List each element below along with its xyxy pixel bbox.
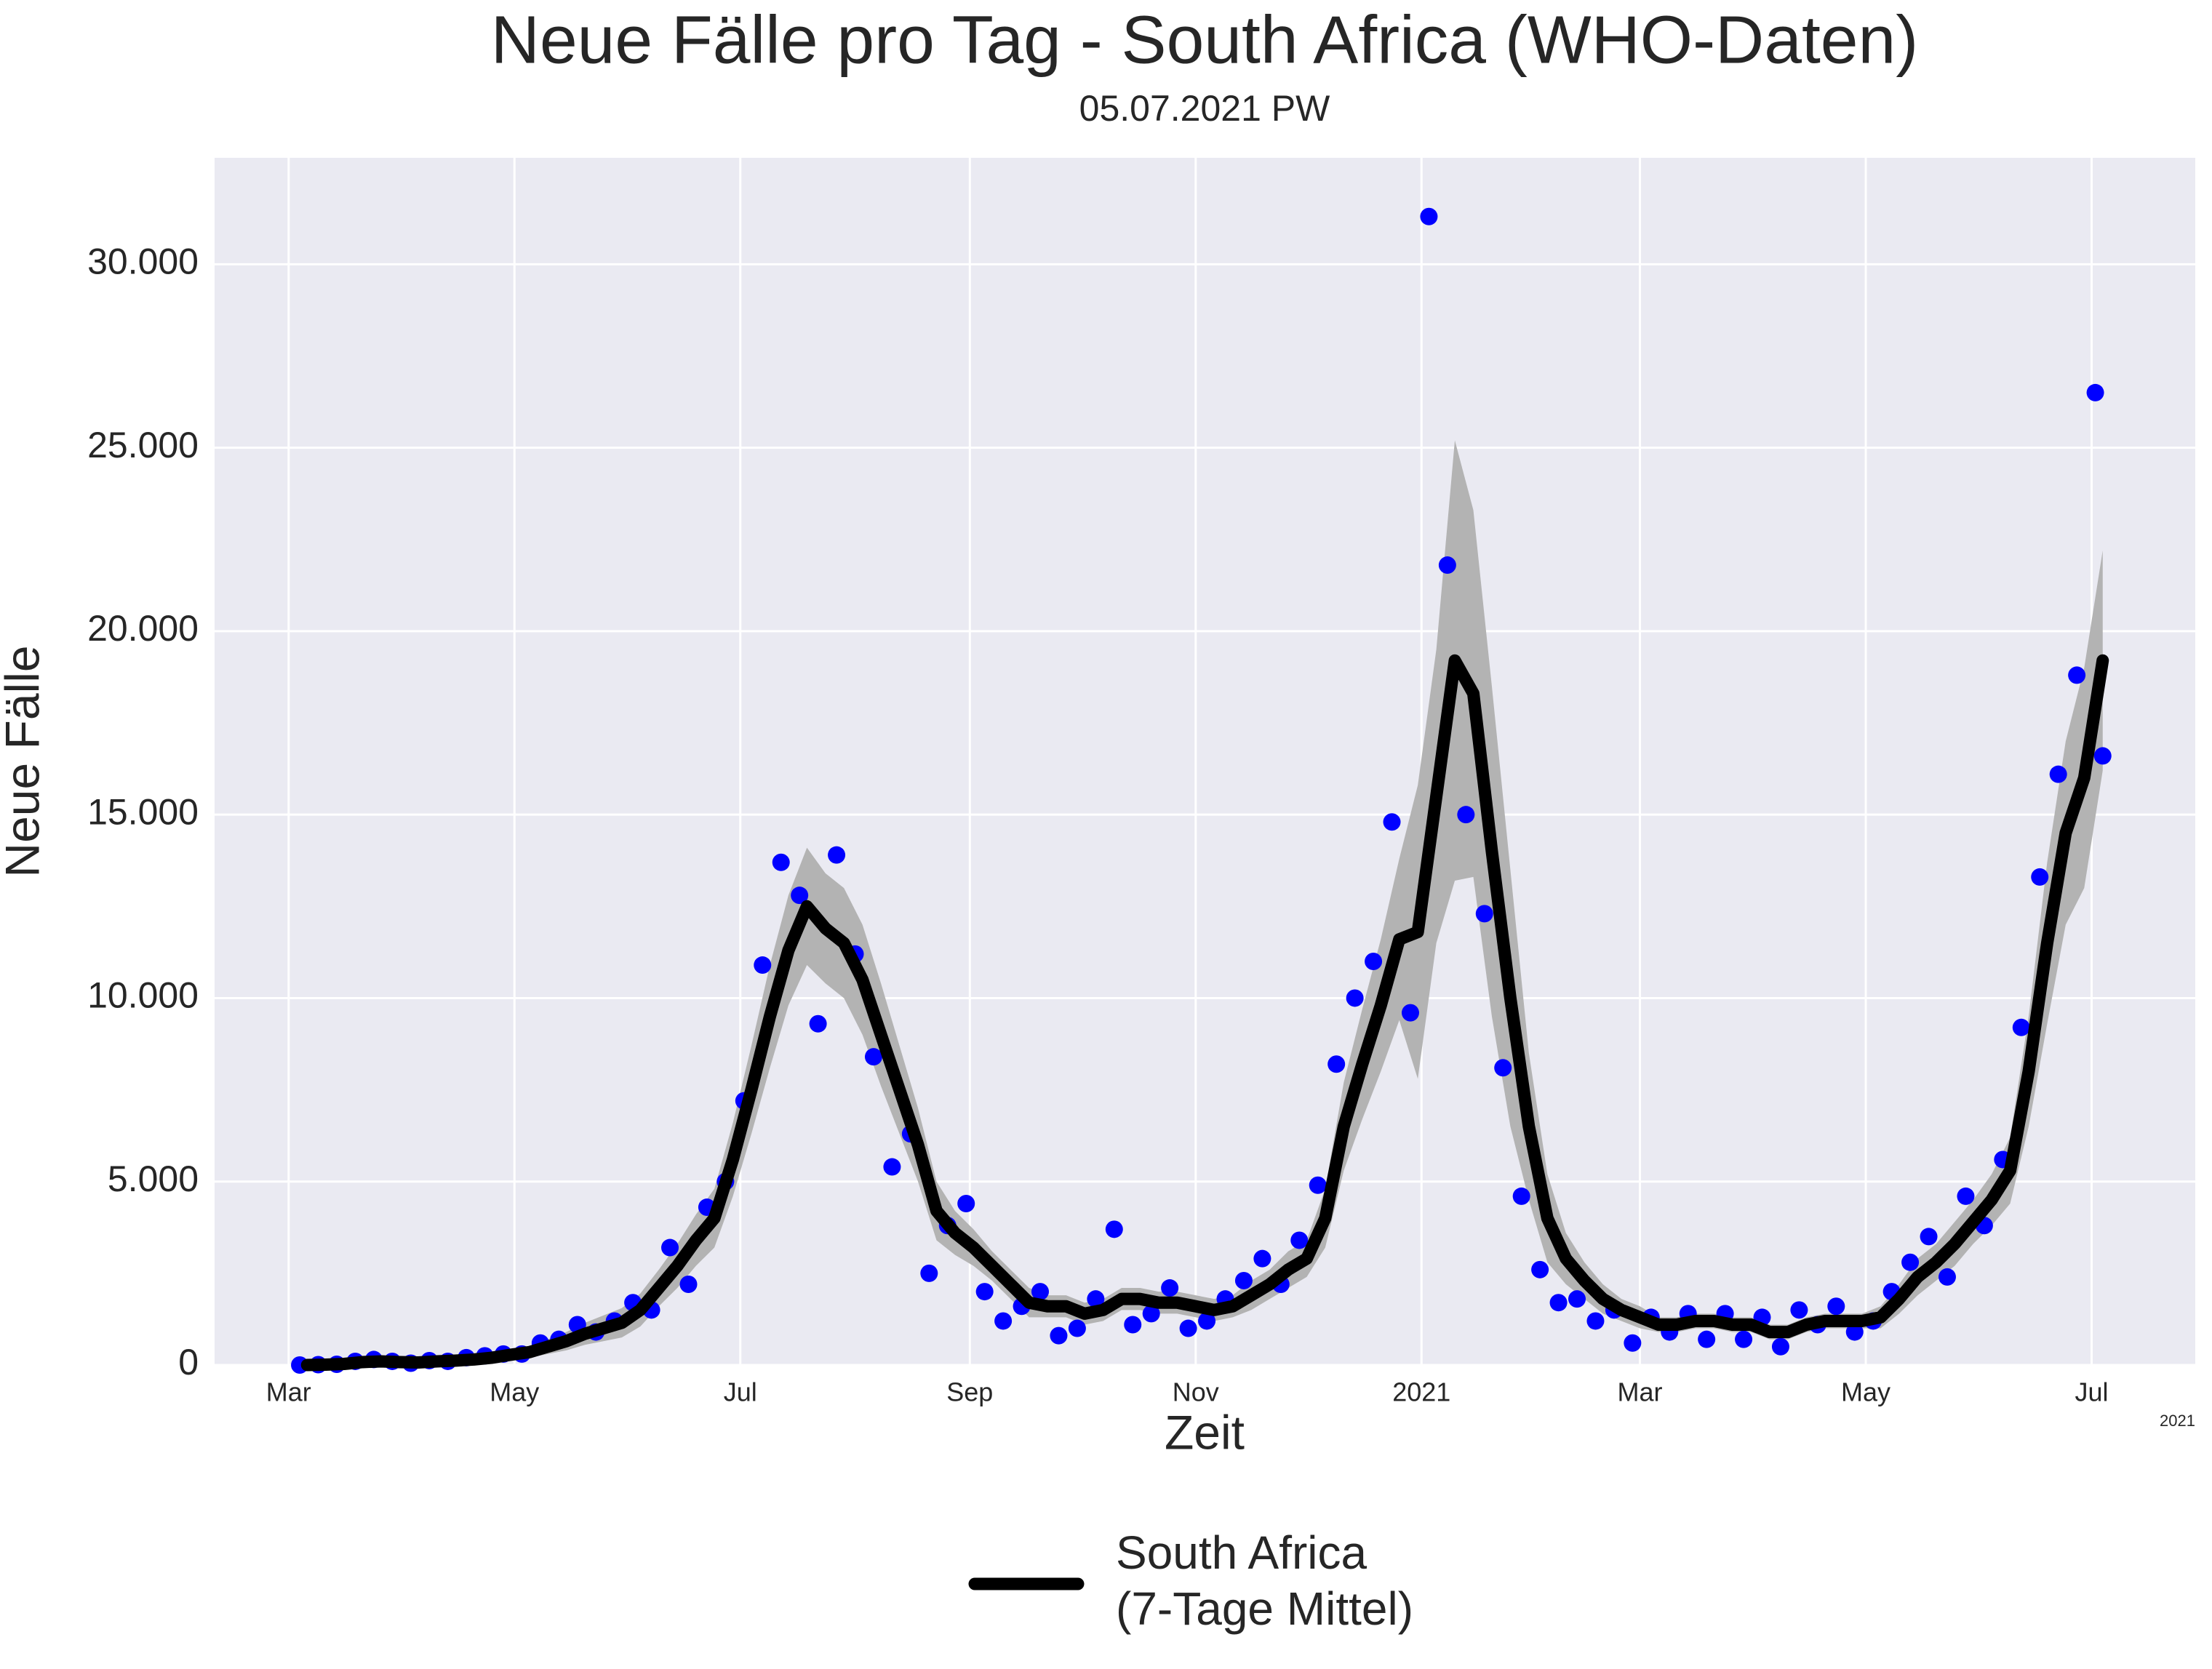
data-point (1735, 1330, 1753, 1348)
data-point (1365, 952, 1383, 970)
legend-label: South Africa (7-Tage Mittel) (1116, 1526, 1413, 1635)
x-tick-label: May (490, 1377, 539, 1407)
data-point (1568, 1290, 1586, 1308)
data-point (2049, 765, 2067, 783)
y-tick-label: 0 (178, 1342, 199, 1382)
data-point (1290, 1231, 1309, 1249)
data-point (828, 846, 846, 864)
data-point (883, 1158, 901, 1176)
data-point (1383, 813, 1401, 831)
chart-subtitle: 05.07.2021 PW (1079, 88, 1330, 129)
data-point (1531, 1260, 1549, 1278)
data-point (754, 956, 772, 974)
y-tick-label: 25.000 (87, 425, 199, 465)
data-point (920, 1264, 938, 1282)
data-point (1179, 1319, 1197, 1337)
data-point (791, 886, 809, 905)
x-offset-label: 2021 (2160, 1412, 2195, 1430)
data-point (1068, 1319, 1086, 1337)
x-tick-label: Sep (946, 1377, 993, 1407)
data-point (1309, 1176, 1327, 1194)
data-point (957, 1194, 975, 1212)
data-point (1457, 806, 1475, 824)
y-tick-label: 20.000 (87, 608, 199, 649)
data-point (1827, 1297, 1845, 1316)
data-point (1234, 1271, 1253, 1289)
x-tick-label: Jul (2075, 1377, 2108, 1407)
data-point (809, 1014, 827, 1033)
data-point (1549, 1294, 1568, 1312)
data-point (2093, 747, 2112, 765)
data-point (1346, 989, 1364, 1007)
y-tick-label: 5.000 (108, 1158, 199, 1199)
data-point (2086, 383, 2104, 401)
data-point (1475, 905, 1493, 923)
x-tick-label: Mar (1618, 1377, 1663, 1407)
data-point (1198, 1312, 1216, 1330)
y-tick-label: 15.000 (87, 791, 199, 832)
data-point (1771, 1337, 1789, 1356)
data-point (1050, 1326, 1068, 1345)
data-point (1845, 1323, 1864, 1341)
data-point (1438, 556, 1456, 575)
legend-label-line: (7-Tage Mittel) (1116, 1582, 1413, 1635)
data-point (1698, 1330, 1716, 1348)
mean-line (300, 654, 2109, 1372)
data-point (1494, 1059, 1512, 1077)
data-point (1161, 1279, 1179, 1297)
data-point (1938, 1268, 1956, 1286)
x-tick-label: Jul (724, 1377, 757, 1407)
data-point (975, 1283, 994, 1301)
data-point (1105, 1220, 1123, 1238)
data-point (1327, 1055, 1346, 1073)
plot-area (215, 158, 2195, 1365)
y-tick-label: 30.000 (87, 241, 199, 282)
legend-label-line: South Africa (1116, 1526, 1367, 1579)
data-point (2012, 1018, 2030, 1036)
data-point (1512, 1187, 1530, 1205)
y-tick-label: 10.000 (87, 975, 199, 1016)
data-point (1031, 1283, 1050, 1301)
x-tick-label: 2021 (1392, 1377, 1450, 1407)
data-point (994, 1312, 1013, 1330)
data-point (1087, 1290, 1105, 1308)
data-point (864, 1048, 882, 1066)
data-point (772, 853, 790, 871)
data-point (679, 1275, 698, 1293)
x-tick-label: Nov (1173, 1377, 1219, 1407)
data-point (1401, 1004, 1419, 1022)
x-tick-label: May (1841, 1377, 1890, 1407)
data-point (1253, 1249, 1271, 1268)
data-point (1901, 1253, 1920, 1271)
data-point (1920, 1228, 1938, 1246)
data-point (1586, 1312, 1605, 1330)
chart-title: Neue Fälle pro Tag - South Africa (WHO-D… (491, 2, 1918, 78)
data-point (2031, 868, 2049, 886)
data-point (1957, 1187, 1975, 1205)
data-point (1420, 207, 1438, 225)
y-axis-label: Neue Fälle (0, 645, 49, 877)
data-point (1124, 1316, 1142, 1334)
data-point (661, 1238, 679, 1257)
data-point (1790, 1301, 1808, 1319)
data-point (1142, 1305, 1160, 1323)
data-point (1624, 1334, 1642, 1352)
x-axis-label: Zeit (1165, 1405, 1245, 1459)
data-point (2068, 666, 2086, 684)
x-tick-label: Mar (266, 1377, 311, 1407)
